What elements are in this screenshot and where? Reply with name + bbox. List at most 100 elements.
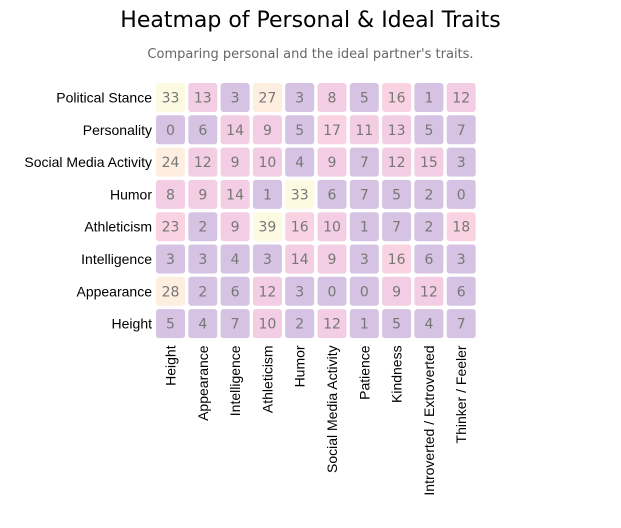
cell-value-label: 5 [360, 91, 369, 107]
row-labels: Political Stance Personality Social Media … [24, 90, 152, 332]
cell-value-label: 3 [360, 252, 369, 268]
heatmap-cell-political-stance-social-media-activity [317, 83, 347, 112]
heatmap-cell-personality-thinker-feeler [446, 115, 476, 145]
heatmap-cell-personality-introverted-extroverted [414, 115, 444, 145]
heatmap-cell-appearance-social-media-activity [317, 276, 347, 306]
cell-value-label: 24 [162, 155, 180, 171]
row-label-athleticism: Athleticism [84, 219, 152, 235]
column-label-intelligence: Intelligence [227, 345, 243, 416]
cell-value-label: 14 [226, 187, 244, 203]
heatmap-cells: 33 13 3 27 3 8 5 16 1 120 6 14 9 5 17 11 13 5 724 12 9 10 4 9 7 1… [156, 83, 476, 339]
heatmap-cell-personality-humor [285, 115, 315, 145]
heatmap-cell-athleticism-athleticism [252, 212, 282, 242]
cell-value-label: 9 [198, 187, 207, 203]
cell-value-label: 27 [258, 91, 276, 107]
heatmap-cell-height-intelligence [220, 309, 250, 339]
cell-value-label: 9 [328, 155, 337, 171]
heatmap-cell-social-media-activity-social-media-activity [317, 147, 347, 177]
heatmap-cell-political-stance-patience [349, 83, 379, 112]
cell-value-label: 7 [231, 317, 240, 333]
heatmap-cell-humor-introverted-extroverted [414, 179, 444, 209]
cell-value-label: 9 [231, 155, 240, 171]
row-label-social-media-activity: Social Media Activity [24, 154, 152, 170]
cell-value-label: 4 [231, 252, 240, 268]
cell-value-label: 3 [166, 252, 175, 268]
heatmap-cell-political-stance-humor [285, 83, 315, 112]
heatmap-cell-athleticism-thinker-feeler [446, 212, 476, 242]
row-label-intelligence: Intelligence [81, 251, 152, 267]
column-label-patience: Patience [356, 345, 372, 400]
heatmap-cell-personality-athleticism [252, 115, 282, 145]
cell-value-label: 7 [457, 317, 466, 333]
cell-value-label: 6 [424, 252, 433, 268]
heatmap-cell-personality-intelligence [220, 115, 250, 145]
cell-value-label: 15 [420, 155, 438, 171]
heatmap-cell-political-stance-appearance [188, 83, 218, 112]
cell-value-label: 5 [295, 123, 304, 139]
heatmap-cell-political-stance-kindness [382, 83, 412, 112]
heatmap-cell-humor-height [156, 179, 185, 209]
heatmap-cell-humor-athleticism [252, 179, 282, 209]
cell-value-label: 12 [452, 91, 470, 107]
heatmap-cell-social-media-activity-kindness [382, 147, 412, 177]
heatmap-cell-height-kindness [382, 309, 412, 339]
cell-value-label: 5 [392, 187, 401, 203]
heatmap-cell-height-social-media-activity [317, 309, 347, 339]
cell-value-label: 9 [263, 123, 272, 139]
heatmap-cell-athleticism-height [156, 212, 185, 242]
cell-value-label: 8 [166, 187, 175, 203]
row-label-appearance: Appearance [76, 283, 152, 299]
heatmap-cell-intelligence-thinker-feeler [446, 244, 476, 274]
cell-value-label: 3 [231, 91, 240, 107]
cell-value-label: 13 [388, 123, 406, 139]
heatmap-cell-humor-social-media-activity [317, 179, 347, 209]
heatmap-cell-intelligence-introverted-extroverted [414, 244, 444, 274]
cell-value-label: 1 [263, 187, 272, 203]
cell-value-label: 6 [231, 284, 240, 300]
heatmap-cell-humor-thinker-feeler [446, 179, 476, 209]
cell-value-label: 4 [295, 155, 304, 171]
column-label-social-media-activity: Social Media Activity [324, 345, 340, 473]
cell-value-label: 3 [295, 91, 304, 107]
cell-value-label: 0 [166, 123, 175, 139]
heatmap-cell-height-thinker-feeler [446, 309, 476, 339]
heatmap-cell-personality-patience [349, 115, 379, 145]
cell-value-label: 9 [328, 252, 337, 268]
heatmap-cell-intelligence-kindness [382, 244, 412, 274]
column-label-appearance: Appearance [195, 345, 211, 421]
heatmap-cell-humor-appearance [188, 179, 218, 209]
heatmap-cell-social-media-activity-thinker-feeler [446, 147, 476, 177]
cell-value-label: 8 [328, 91, 337, 107]
heatmap-cell-height-appearance [188, 309, 218, 339]
heatmap-cell-social-media-activity-athleticism [252, 147, 282, 177]
cell-value-label: 33 [291, 187, 309, 203]
heatmap-cell-intelligence-humor [285, 244, 315, 274]
heatmap-cell-political-stance-athleticism [252, 83, 282, 112]
column-label-height: Height [163, 345, 179, 386]
cell-value-label: 1 [360, 317, 369, 333]
cell-value-label: 6 [328, 187, 337, 203]
heatmap-cell-athleticism-kindness [382, 212, 412, 242]
cell-value-label: 1 [360, 220, 369, 236]
heatmap-cell-intelligence-social-media-activity [317, 244, 347, 274]
cell-value-label: 17 [323, 123, 341, 139]
heatmap-cell-athleticism-introverted-extroverted [414, 212, 444, 242]
heatmap-cell-appearance-athleticism [252, 276, 282, 306]
cell-value-label: 4 [424, 317, 433, 333]
cell-value-label: 12 [420, 284, 438, 300]
heatmap-cell-appearance-appearance [188, 276, 218, 306]
cell-value-label: 10 [258, 317, 276, 333]
heatmap-cell-political-stance-intelligence [220, 83, 250, 112]
heatmap-cell-personality-height [156, 115, 185, 145]
heatmap-cell-social-media-activity-appearance [188, 147, 218, 177]
cell-value-label: 23 [162, 220, 180, 236]
cell-value-label: 12 [323, 317, 341, 333]
cell-value-label: 3 [198, 252, 207, 268]
cell-value-label: 0 [328, 284, 337, 300]
heatmap-cell-political-stance-thinker-feeler [446, 83, 476, 112]
cell-value-label: 12 [388, 155, 406, 171]
heatmap-cell-appearance-height [156, 276, 185, 306]
heatmap-cell-intelligence-athleticism [252, 244, 282, 274]
heatmap-cell-personality-social-media-activity [317, 115, 347, 145]
